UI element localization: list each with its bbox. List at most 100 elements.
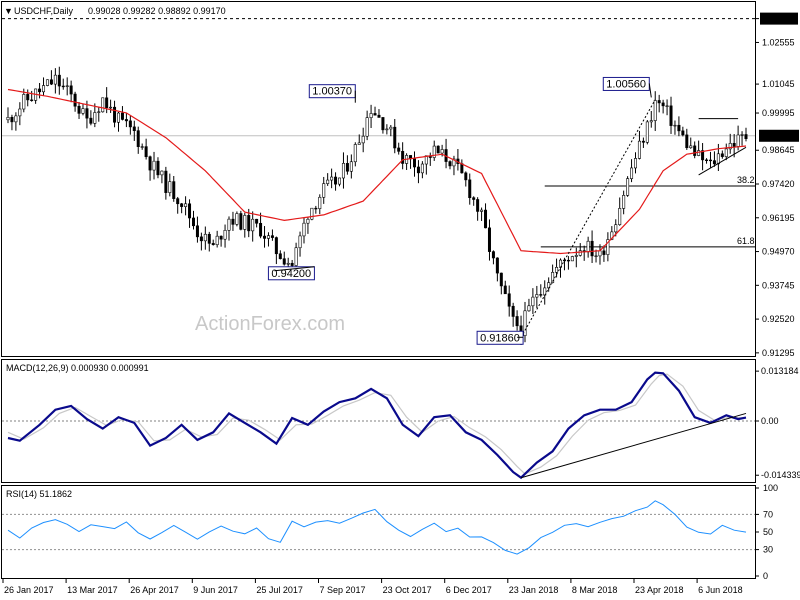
- price-callout: 1.00560: [602, 76, 652, 98]
- candle: [318, 194, 322, 215]
- candle-body: [61, 85, 65, 88]
- candle: [665, 99, 669, 116]
- candle-body: [199, 236, 203, 242]
- candle-body: [484, 209, 488, 229]
- candle-body: [665, 105, 669, 107]
- reference-lines: 38.2 61.8: [2, 18, 755, 248]
- candle-body: [503, 285, 507, 295]
- candle: [705, 158, 709, 164]
- candle: [93, 103, 97, 128]
- candle-body: [53, 74, 57, 85]
- candle-body: [203, 233, 207, 242]
- candle: [341, 152, 345, 189]
- x-tick-label: 23 Apr 2018: [635, 585, 684, 595]
- candle-body: [318, 196, 322, 209]
- dotted-trendline: [520, 99, 656, 338]
- candle-body: [176, 198, 180, 205]
- macd-trendline: [520, 412, 747, 479]
- candle-body: [302, 222, 306, 237]
- candle: [464, 171, 468, 187]
- candle-body: [6, 117, 10, 121]
- signal-line: [7, 373, 747, 475]
- candle: [543, 280, 547, 305]
- candle-body: [637, 140, 641, 159]
- y-tick-label: 1.01045: [762, 79, 795, 89]
- candle: [373, 106, 377, 116]
- candle: [523, 301, 527, 343]
- collapse-triangle-icon[interactable]: ▼: [4, 6, 13, 16]
- candle: [740, 131, 744, 146]
- candle-body: [393, 126, 397, 149]
- candle-body: [278, 253, 282, 260]
- candle: [559, 258, 563, 278]
- candle-body: [472, 197, 476, 200]
- candle-body: [180, 203, 184, 207]
- candle-body: [598, 250, 602, 257]
- candle-body: [708, 159, 712, 162]
- candle: [551, 264, 555, 284]
- candle: [618, 197, 622, 226]
- candle: [89, 110, 93, 126]
- candle: [689, 137, 693, 149]
- candle-body: [633, 158, 637, 169]
- candle: [728, 133, 732, 154]
- candle-body: [673, 124, 677, 127]
- candle-body: [385, 128, 389, 131]
- candle-body: [30, 99, 34, 101]
- candle: [322, 176, 326, 204]
- candle: [65, 77, 69, 96]
- candle-body: [732, 143, 736, 147]
- candle: [353, 142, 357, 167]
- candle: [389, 124, 393, 137]
- candle: [586, 236, 590, 258]
- candle: [160, 170, 164, 184]
- candle: [436, 145, 440, 154]
- candle-body: [539, 294, 543, 296]
- candle-body: [661, 102, 665, 107]
- candle: [697, 140, 701, 157]
- candle: [42, 77, 46, 96]
- candle-body: [191, 217, 195, 227]
- candle-body: [77, 105, 81, 114]
- candle-body: [440, 149, 444, 154]
- candle: [594, 249, 598, 263]
- candle: [180, 202, 184, 214]
- candle-body: [69, 85, 73, 95]
- candle-body: [128, 120, 132, 128]
- candle: [416, 160, 420, 184]
- candle: [630, 159, 634, 183]
- candle-body: [144, 146, 148, 158]
- candle-body: [263, 235, 267, 239]
- current-price-label: 0.99170: [762, 131, 795, 141]
- candle-body: [239, 213, 243, 230]
- candle: [677, 116, 681, 137]
- candle: [334, 172, 338, 191]
- candle-body: [436, 145, 440, 154]
- candle: [132, 120, 136, 141]
- candle-body: [515, 316, 519, 327]
- candle: [270, 229, 274, 241]
- candle: [310, 207, 314, 221]
- candle-body: [38, 88, 42, 93]
- main-panel-frame: [1, 1, 756, 357]
- macd-line: [7, 371, 747, 480]
- candle: [30, 90, 34, 102]
- candle: [223, 224, 227, 248]
- candle: [207, 231, 211, 252]
- candle: [57, 66, 61, 95]
- candle-body: [677, 124, 681, 132]
- candle: [357, 134, 361, 145]
- candle-body: [195, 225, 199, 238]
- candle: [128, 115, 132, 135]
- candle-body: [124, 119, 128, 122]
- candle-body: [649, 120, 653, 123]
- candle: [535, 285, 539, 308]
- candle: [26, 89, 30, 107]
- candle: [444, 138, 448, 169]
- candle-body: [705, 159, 709, 161]
- price-callout: 0.94200: [267, 266, 315, 281]
- callout-label: 1.00370: [312, 86, 352, 98]
- candle: [472, 196, 476, 206]
- candle: [49, 70, 53, 86]
- candle: [527, 298, 531, 312]
